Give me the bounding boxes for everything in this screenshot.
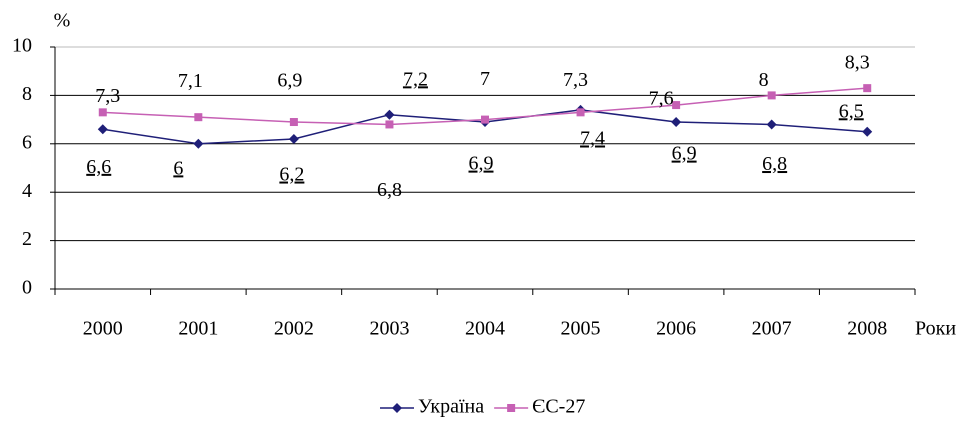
x-axis-label: Роки bbox=[915, 318, 956, 340]
marker bbox=[862, 126, 873, 137]
x-tick-label: 2004 bbox=[465, 318, 505, 340]
x-tick-label: 2005 bbox=[561, 318, 601, 340]
marker bbox=[392, 403, 402, 413]
x-tick-label: 2008 bbox=[847, 318, 887, 340]
data-label: 6,5 bbox=[839, 100, 864, 122]
data-label: 6,8 bbox=[762, 153, 787, 175]
x-tick-label: 2007 bbox=[752, 318, 792, 340]
legend-label: ЄС-27 bbox=[532, 396, 585, 418]
legend-label: Україна bbox=[418, 396, 484, 418]
y-unit: % bbox=[54, 10, 71, 32]
marker bbox=[576, 108, 585, 117]
data-label: 6 bbox=[173, 157, 183, 179]
marker bbox=[767, 91, 776, 100]
marker bbox=[507, 404, 516, 412]
data-label: 6,9 bbox=[469, 153, 494, 175]
y-tick-label: 8 bbox=[22, 83, 32, 105]
y-tick-label: 6 bbox=[22, 131, 32, 153]
marker bbox=[194, 113, 203, 122]
data-label: 7,3 bbox=[95, 85, 120, 107]
marker bbox=[766, 119, 777, 130]
marker bbox=[672, 101, 681, 110]
x-tick-label: 2000 bbox=[83, 318, 123, 340]
data-label: 8,3 bbox=[845, 52, 870, 74]
data-label: 6,6 bbox=[86, 156, 111, 178]
x-tick-label: 2006 bbox=[656, 318, 696, 340]
y-tick-label: 2 bbox=[22, 228, 32, 250]
marker bbox=[863, 84, 872, 93]
marker bbox=[288, 133, 299, 144]
data-label: 7,1 bbox=[178, 70, 203, 92]
marker bbox=[193, 138, 204, 149]
marker bbox=[289, 118, 298, 127]
data-label: 7,3 bbox=[563, 69, 588, 91]
data-label: 6,8 bbox=[377, 179, 402, 201]
data-label: 6,9 bbox=[672, 143, 697, 165]
data-label: 6,2 bbox=[279, 164, 304, 186]
data-label: 7,4 bbox=[580, 128, 605, 150]
x-tick-label: 2002 bbox=[274, 318, 314, 340]
marker bbox=[671, 117, 682, 128]
data-label: 7,6 bbox=[649, 88, 674, 110]
y-tick-label: 0 bbox=[22, 277, 32, 299]
marker bbox=[97, 124, 108, 135]
data-label: 7,2 bbox=[403, 68, 428, 90]
x-tick-label: 2001 bbox=[178, 318, 218, 340]
marker bbox=[98, 108, 107, 117]
data-label: 8 bbox=[759, 69, 769, 91]
x-tick-label: 2003 bbox=[369, 318, 409, 340]
marker bbox=[384, 109, 395, 120]
data-label: 7 bbox=[480, 68, 490, 90]
marker bbox=[481, 115, 489, 124]
data-label: 6,9 bbox=[277, 70, 302, 92]
marker bbox=[385, 120, 394, 129]
y-tick-label: 10 bbox=[12, 35, 32, 57]
y-tick-label: 4 bbox=[22, 180, 32, 202]
